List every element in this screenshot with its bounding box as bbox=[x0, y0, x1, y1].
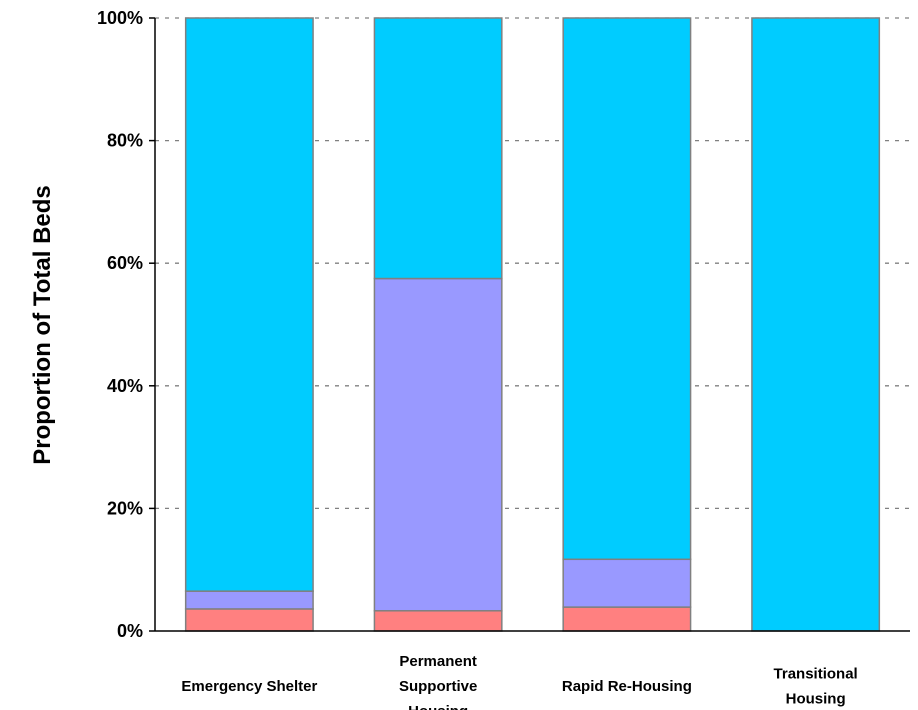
y-tick-label: 100% bbox=[97, 8, 143, 28]
y-tick-label: 80% bbox=[107, 131, 143, 151]
gridlines bbox=[149, 17, 910, 632]
y-tick-label: 40% bbox=[107, 376, 143, 396]
bar-segment bbox=[373, 277, 503, 612]
bar-segment bbox=[562, 606, 692, 632]
y-tick-label: 0% bbox=[117, 621, 143, 641]
y-tick-label: 60% bbox=[107, 253, 143, 273]
y-axis-title: Proportion of Total Beds bbox=[29, 185, 56, 465]
bars bbox=[184, 17, 881, 632]
x-category-labels: Emergency Shelter Permanent Supportive Hous… bbox=[181, 653, 857, 710]
bar-segment bbox=[184, 17, 314, 592]
bar-segment bbox=[184, 608, 314, 632]
x-category-label: Emergency Shelter bbox=[181, 678, 317, 695]
y-tick-labels: 0% 20% 40% 60% 80% 100% bbox=[97, 8, 143, 641]
y-tick-label: 20% bbox=[107, 498, 143, 518]
bar-segment bbox=[751, 17, 881, 632]
x-category-label: Transitional bbox=[774, 666, 858, 683]
bar-segment bbox=[184, 590, 314, 610]
x-category-label: Housing bbox=[786, 691, 846, 708]
bar-segment bbox=[562, 558, 692, 608]
x-category-label: Housing bbox=[408, 703, 468, 710]
x-category-label: Permanent bbox=[399, 653, 477, 670]
x-category-label: Rapid Re-Housing bbox=[562, 678, 692, 695]
bar-segment bbox=[562, 17, 692, 561]
bar-segment bbox=[373, 17, 503, 280]
x-category-label: Supportive bbox=[399, 678, 477, 695]
bar-segment bbox=[373, 610, 503, 632]
axes bbox=[154, 18, 910, 632]
